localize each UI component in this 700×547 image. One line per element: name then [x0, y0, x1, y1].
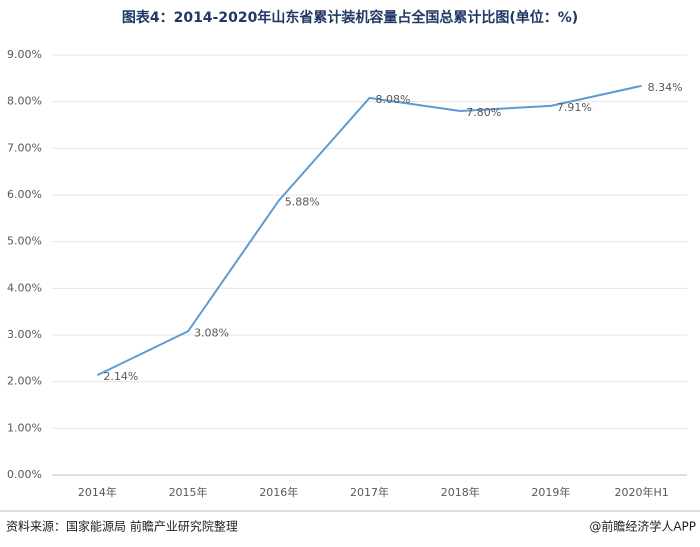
x-tick-label: 2017年: [350, 485, 389, 499]
x-tick-label: 2020年H1: [615, 485, 669, 499]
data-label: 5.88%: [285, 196, 320, 209]
y-tick-label: 6.00%: [7, 188, 42, 201]
data-label: 7.80%: [466, 106, 501, 119]
credit: @前瞻经济学人APP: [589, 519, 696, 534]
x-tick-label: 2016年: [259, 485, 298, 499]
data-label: 3.08%: [194, 326, 229, 339]
x-tick-label: 2019年: [531, 485, 570, 499]
y-tick-label: 7.00%: [7, 141, 42, 154]
y-tick-label: 3.00%: [7, 328, 42, 341]
y-tick-label: 9.00%: [7, 48, 42, 61]
y-tick-label: 4.00%: [7, 281, 42, 294]
line: [96, 84, 642, 377]
y-tick-label: 8.00%: [7, 95, 42, 108]
data-label: 7.91%: [557, 101, 592, 114]
data-label: 2.14%: [103, 370, 138, 383]
data-label: 8.08%: [376, 93, 411, 106]
y-tick-label: 5.00%: [7, 235, 42, 248]
chart-title: 图表4：2014-2020年山东省累计装机容量占全国总累计比图(单位：%): [122, 9, 578, 26]
y-tick-label: 1.00%: [7, 421, 42, 434]
data-label: 8.34%: [648, 81, 683, 94]
y-tick-label: 0.00%: [7, 468, 42, 481]
x-tick-label: 2014年: [78, 485, 117, 499]
source: 资料来源：国家能源局 前瞻产业研究院整理: [6, 519, 238, 534]
x-tick-label: 2015年: [169, 485, 208, 499]
y-tick-label: 2.00%: [7, 375, 42, 388]
x-tick-label: 2018年: [441, 485, 480, 499]
